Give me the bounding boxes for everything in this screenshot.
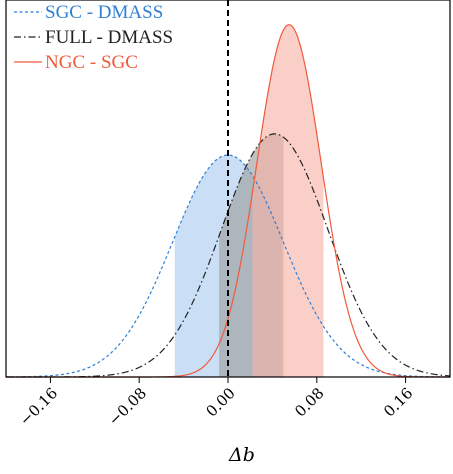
legend-label-sgc-dmass: SGC - DMASS [45, 2, 163, 23]
band-fills [174, 24, 324, 377]
x-tick-label: 0.00 [202, 384, 238, 420]
x-tick-label: 0.08 [291, 384, 327, 420]
band-fill-ngc-sgc [252, 24, 324, 377]
x-tick-label: −0.08 [105, 384, 150, 429]
x-tick-label: 0.16 [380, 384, 416, 420]
x-tick-label: −0.16 [16, 384, 61, 429]
legend-label-full-dmass: FULL - DMASS [45, 27, 173, 48]
legend-label-ngc-sgc: NGC - SGC [45, 52, 138, 73]
legend: SGC - DMASS FULL - DMASS NGC - SGC [14, 2, 173, 73]
x-ticks: −0.16 −0.08 0.00 0.08 0.16 [16, 377, 416, 429]
x-axis-label: Δb [228, 444, 255, 466]
